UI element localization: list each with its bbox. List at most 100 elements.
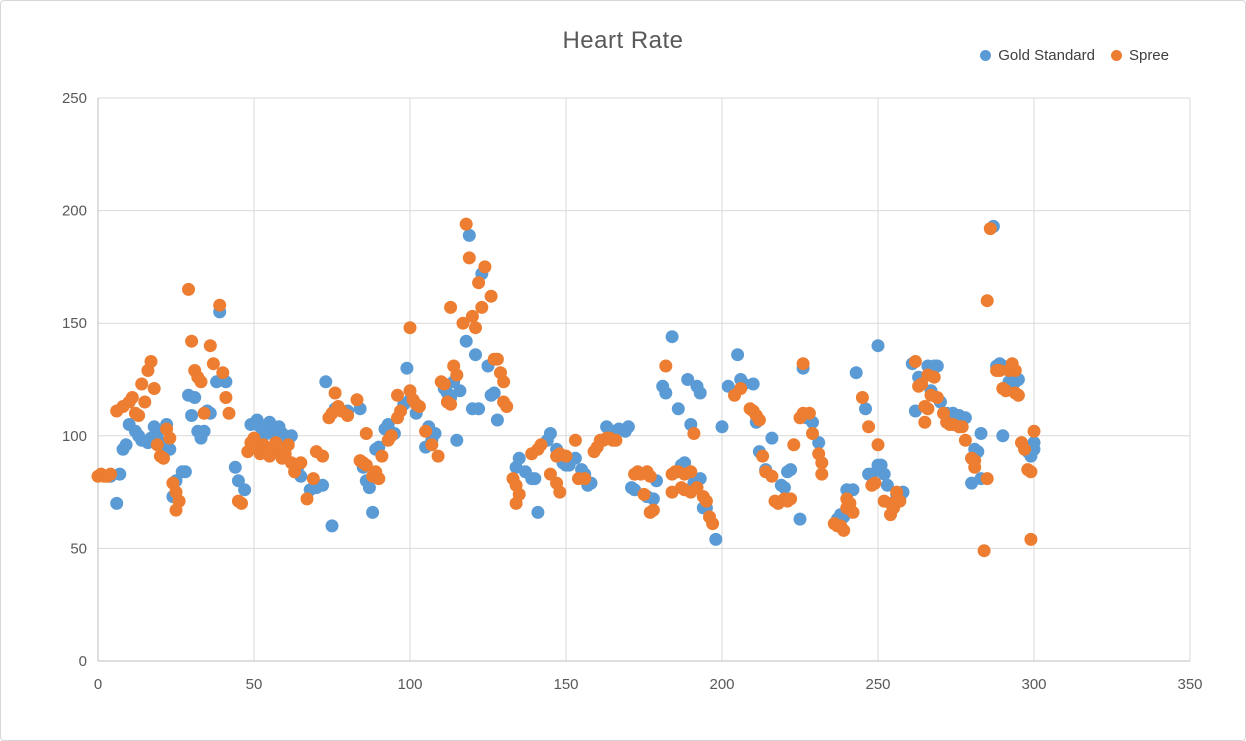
data-point-spree <box>341 409 355 422</box>
data-point-gold-standard <box>487 386 501 400</box>
data-point-gold-standard <box>362 481 376 495</box>
data-point-spree <box>490 352 504 366</box>
data-point-spree <box>646 503 660 517</box>
data-point-gold-standard <box>777 481 791 495</box>
data-point-spree <box>921 402 935 416</box>
data-point-gold-standard <box>325 519 339 533</box>
data-point-spree <box>294 456 308 470</box>
data-point-spree <box>219 391 233 404</box>
data-point-spree <box>993 364 1007 377</box>
data-point-spree <box>475 300 489 314</box>
data-point-spree <box>197 406 211 420</box>
data-point-gold-standard <box>188 391 202 404</box>
data-point-spree <box>837 523 851 537</box>
data-point-spree <box>815 467 829 481</box>
data-point-spree <box>300 492 314 506</box>
data-point-spree <box>734 382 748 395</box>
legend-marker-gold-standard-icon <box>980 50 992 61</box>
data-point-spree <box>559 449 573 463</box>
data-point-spree <box>918 415 932 429</box>
data-point-spree <box>316 449 330 463</box>
data-point-spree <box>871 438 885 452</box>
data-point-spree <box>306 472 320 486</box>
data-point-gold-standard <box>974 427 988 440</box>
data-point-spree <box>375 449 389 463</box>
data-point-gold-standard <box>731 348 745 362</box>
data-point-spree <box>958 433 972 447</box>
data-point-spree <box>980 294 994 308</box>
data-point-spree <box>484 289 498 303</box>
data-point-spree <box>206 357 220 371</box>
data-point-spree <box>394 404 408 418</box>
data-point-spree <box>706 517 720 531</box>
legend-item-spree[interactable]: Spree <box>1110 47 1169 64</box>
data-point-gold-standard <box>319 375 333 389</box>
data-point-spree <box>815 456 829 470</box>
data-point-gold-standard <box>119 438 133 452</box>
data-point-spree <box>391 388 404 402</box>
data-point-spree <box>138 395 152 409</box>
data-point-gold-standard <box>671 402 685 416</box>
legend: Gold Standard Spree <box>980 47 1169 64</box>
data-point-spree <box>868 476 882 490</box>
data-point-spree <box>756 449 770 463</box>
data-point-gold-standard <box>316 478 330 492</box>
data-point-gold-standard <box>400 361 414 375</box>
data-point-gold-standard <box>812 436 826 450</box>
data-point-spree <box>806 427 819 440</box>
data-point-spree <box>1008 364 1022 377</box>
data-point-spree <box>765 469 779 483</box>
legend-label-spree: Spree <box>1128 47 1169 64</box>
data-point-gold-standard <box>453 384 467 398</box>
data-point-spree <box>235 496 248 510</box>
data-point-gold-standard <box>846 483 860 497</box>
data-point-gold-standard <box>859 402 872 416</box>
data-point-spree <box>1027 424 1041 438</box>
data-point-spree <box>609 433 623 447</box>
data-point-spree <box>478 260 492 274</box>
data-point-spree <box>927 370 941 384</box>
data-point-spree <box>372 472 386 486</box>
data-point-spree <box>213 298 227 312</box>
data-point-spree <box>144 355 158 368</box>
data-point-gold-standard <box>996 429 1010 443</box>
data-point-spree <box>328 386 342 400</box>
data-point-spree <box>444 300 458 314</box>
data-point-gold-standard <box>469 348 482 362</box>
data-point-gold-standard <box>693 386 707 400</box>
data-point-gold-standard <box>849 366 863 380</box>
data-point-spree <box>553 485 567 499</box>
data-point-gold-standard <box>197 424 211 438</box>
data-point-gold-standard <box>238 483 252 497</box>
data-point-spree <box>104 467 117 481</box>
data-point-gold-standard <box>880 478 894 492</box>
data-point-gold-standard <box>531 505 545 519</box>
data-point-spree <box>459 217 473 231</box>
data-point-gold-standard <box>490 413 504 427</box>
data-point-spree <box>1011 388 1025 402</box>
data-point-spree <box>135 377 149 391</box>
data-point-spree <box>690 481 704 495</box>
data-point-spree <box>462 251 476 265</box>
data-point-spree <box>578 472 592 486</box>
data-point-spree <box>222 406 236 420</box>
y-tick-label: 150 <box>62 315 87 332</box>
data-point-spree <box>359 458 373 472</box>
data-point-gold-standard <box>665 330 679 344</box>
data-point-gold-standard <box>709 532 723 546</box>
data-point-spree <box>534 438 548 452</box>
data-point-gold-standard <box>366 505 380 519</box>
y-tick-label: 100 <box>62 428 87 445</box>
data-point-spree <box>281 438 295 452</box>
data-point-spree <box>437 377 451 391</box>
data-point-spree <box>185 334 199 348</box>
data-point-gold-standard <box>765 431 779 445</box>
legend-item-gold-standard[interactable]: Gold Standard <box>980 47 1095 64</box>
data-point-spree <box>687 427 701 440</box>
data-point-spree <box>425 438 439 452</box>
data-point-spree <box>444 397 458 411</box>
x-tick-label: 250 <box>865 676 890 693</box>
data-point-spree <box>637 487 651 501</box>
